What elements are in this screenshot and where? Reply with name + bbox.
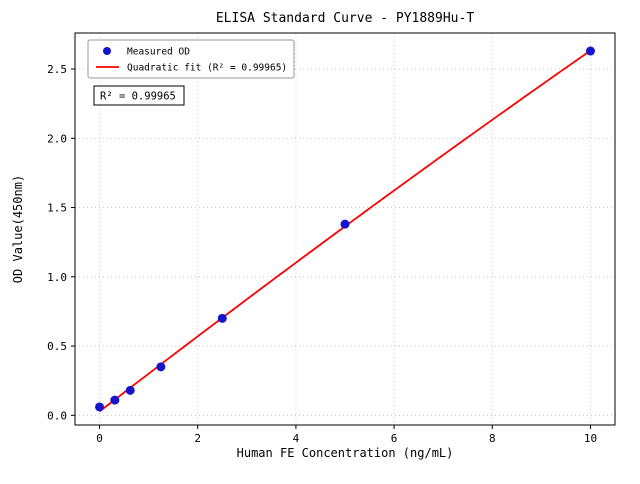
y-tick-label: 0.5 [47, 340, 67, 353]
y-tick-label: 2.0 [47, 132, 67, 145]
y-tick-label: 1.0 [47, 271, 67, 284]
x-tick-label: 10 [584, 432, 597, 445]
legend-box [87, 39, 295, 79]
gridlines [75, 33, 615, 425]
axis-ticks: 0 2 4 6 8 10 0.0 0.5 1.0 1.5 2.0 2.5 [47, 63, 597, 445]
data-point [217, 313, 227, 323]
r-squared-annotation: R² = 0.99965 [93, 85, 185, 106]
y-tick-label: 2.5 [47, 63, 67, 76]
data-point [585, 46, 595, 56]
r-squared-annotation-box [93, 85, 185, 106]
chart-title: ELISA Standard Curve - PY1889Hu-T [216, 11, 474, 26]
data-point [95, 402, 105, 412]
plot-area: 0 2 4 6 8 10 0.0 0.5 1.0 1.5 2.0 2.5 [47, 32, 616, 445]
plot-frame [74, 32, 616, 426]
x-tick-label: 4 [293, 432, 300, 445]
x-axis-label: Human FE Concentration (ng/mL) [237, 446, 454, 460]
x-tick-label: 8 [489, 432, 496, 445]
legend: Measured OD Quadratic fit (R² = 0.99965) [87, 39, 295, 79]
data-point [125, 385, 135, 395]
data-point [110, 395, 120, 405]
y-axis-label: OD Value(450nm) [11, 175, 25, 283]
x-tick-label: 2 [194, 432, 201, 445]
data-point [156, 362, 166, 372]
data-point [340, 219, 350, 229]
measured-od-points [95, 46, 595, 412]
legend-label-quadratic-fit: Quadratic fit (R² = 0.99965) [127, 63, 287, 74]
legend-label-measured-od: Measured OD [127, 47, 190, 58]
x-tick-label: 6 [391, 432, 398, 445]
legend-marker-measured-od-icon [103, 47, 111, 55]
r-squared-annotation-text: R² = 0.99965 [100, 91, 176, 103]
y-tick-label: 1.5 [47, 202, 67, 215]
y-tick-label: 0.0 [47, 409, 67, 422]
x-tick-label: 0 [96, 432, 103, 445]
